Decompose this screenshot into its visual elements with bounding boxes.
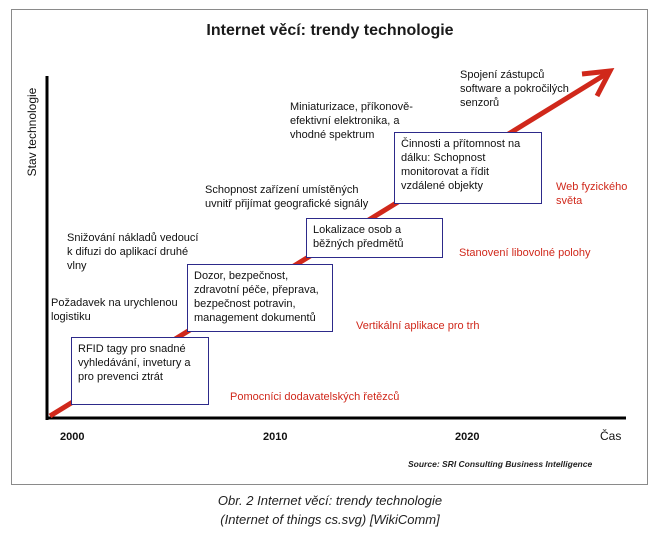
note-miniaturization: Miniaturizace, příkonově-efektivní elekt… [290, 101, 413, 141]
box-remote-presence: Činnosti a přítomnost na dálku: Schopnos… [394, 132, 542, 204]
note-software-sensors: Spojení zástupců software a pokročilých … [460, 69, 569, 109]
trend-arrow-head [581, 68, 615, 98]
figure-caption: Obr. 2 Internet věcí: trendy technologie [217, 493, 443, 508]
box-rfid: RFID tagy pro snadné vyhledávání, invetu… [71, 337, 209, 405]
y-axis-label: Stav technologie [25, 87, 39, 177]
note-indoor-signals: Schopnost zařízení umístěných uvnitř při… [205, 184, 369, 210]
note-cost-reduction: Snižování nákladů vedoucí k difuzi do ap… [67, 232, 199, 272]
note-logistics: Požadavek na urychlenou logistiku [51, 297, 178, 323]
box-surveillance: Dozor, bezpečnost, zdravotní péče, přepr… [187, 264, 333, 332]
label-physical-web: Web fyzického světa [556, 181, 628, 207]
label-vertical-apps: Vertikální aplikace pro trh [356, 320, 480, 332]
label-location: Stanovení libovolné polohy [459, 247, 591, 259]
year-2020: 2020 [455, 431, 480, 443]
x-axis-label: Čas [600, 429, 622, 443]
figure-caption-source: (Internet of things cs.svg) [WikiComm] [220, 512, 440, 527]
box-localization: Lokalizace osob a běžných předmětů [306, 218, 443, 258]
page-title: Internet věcí: trendy technologie [206, 22, 454, 39]
label-supply-chain: Pomocníci dodavatelských řetězců [230, 391, 400, 403]
year-2010: 2010 [263, 431, 288, 443]
year-2000: 2000 [60, 431, 85, 443]
source-note: Source: SRI Consulting Business Intellig… [408, 459, 593, 469]
